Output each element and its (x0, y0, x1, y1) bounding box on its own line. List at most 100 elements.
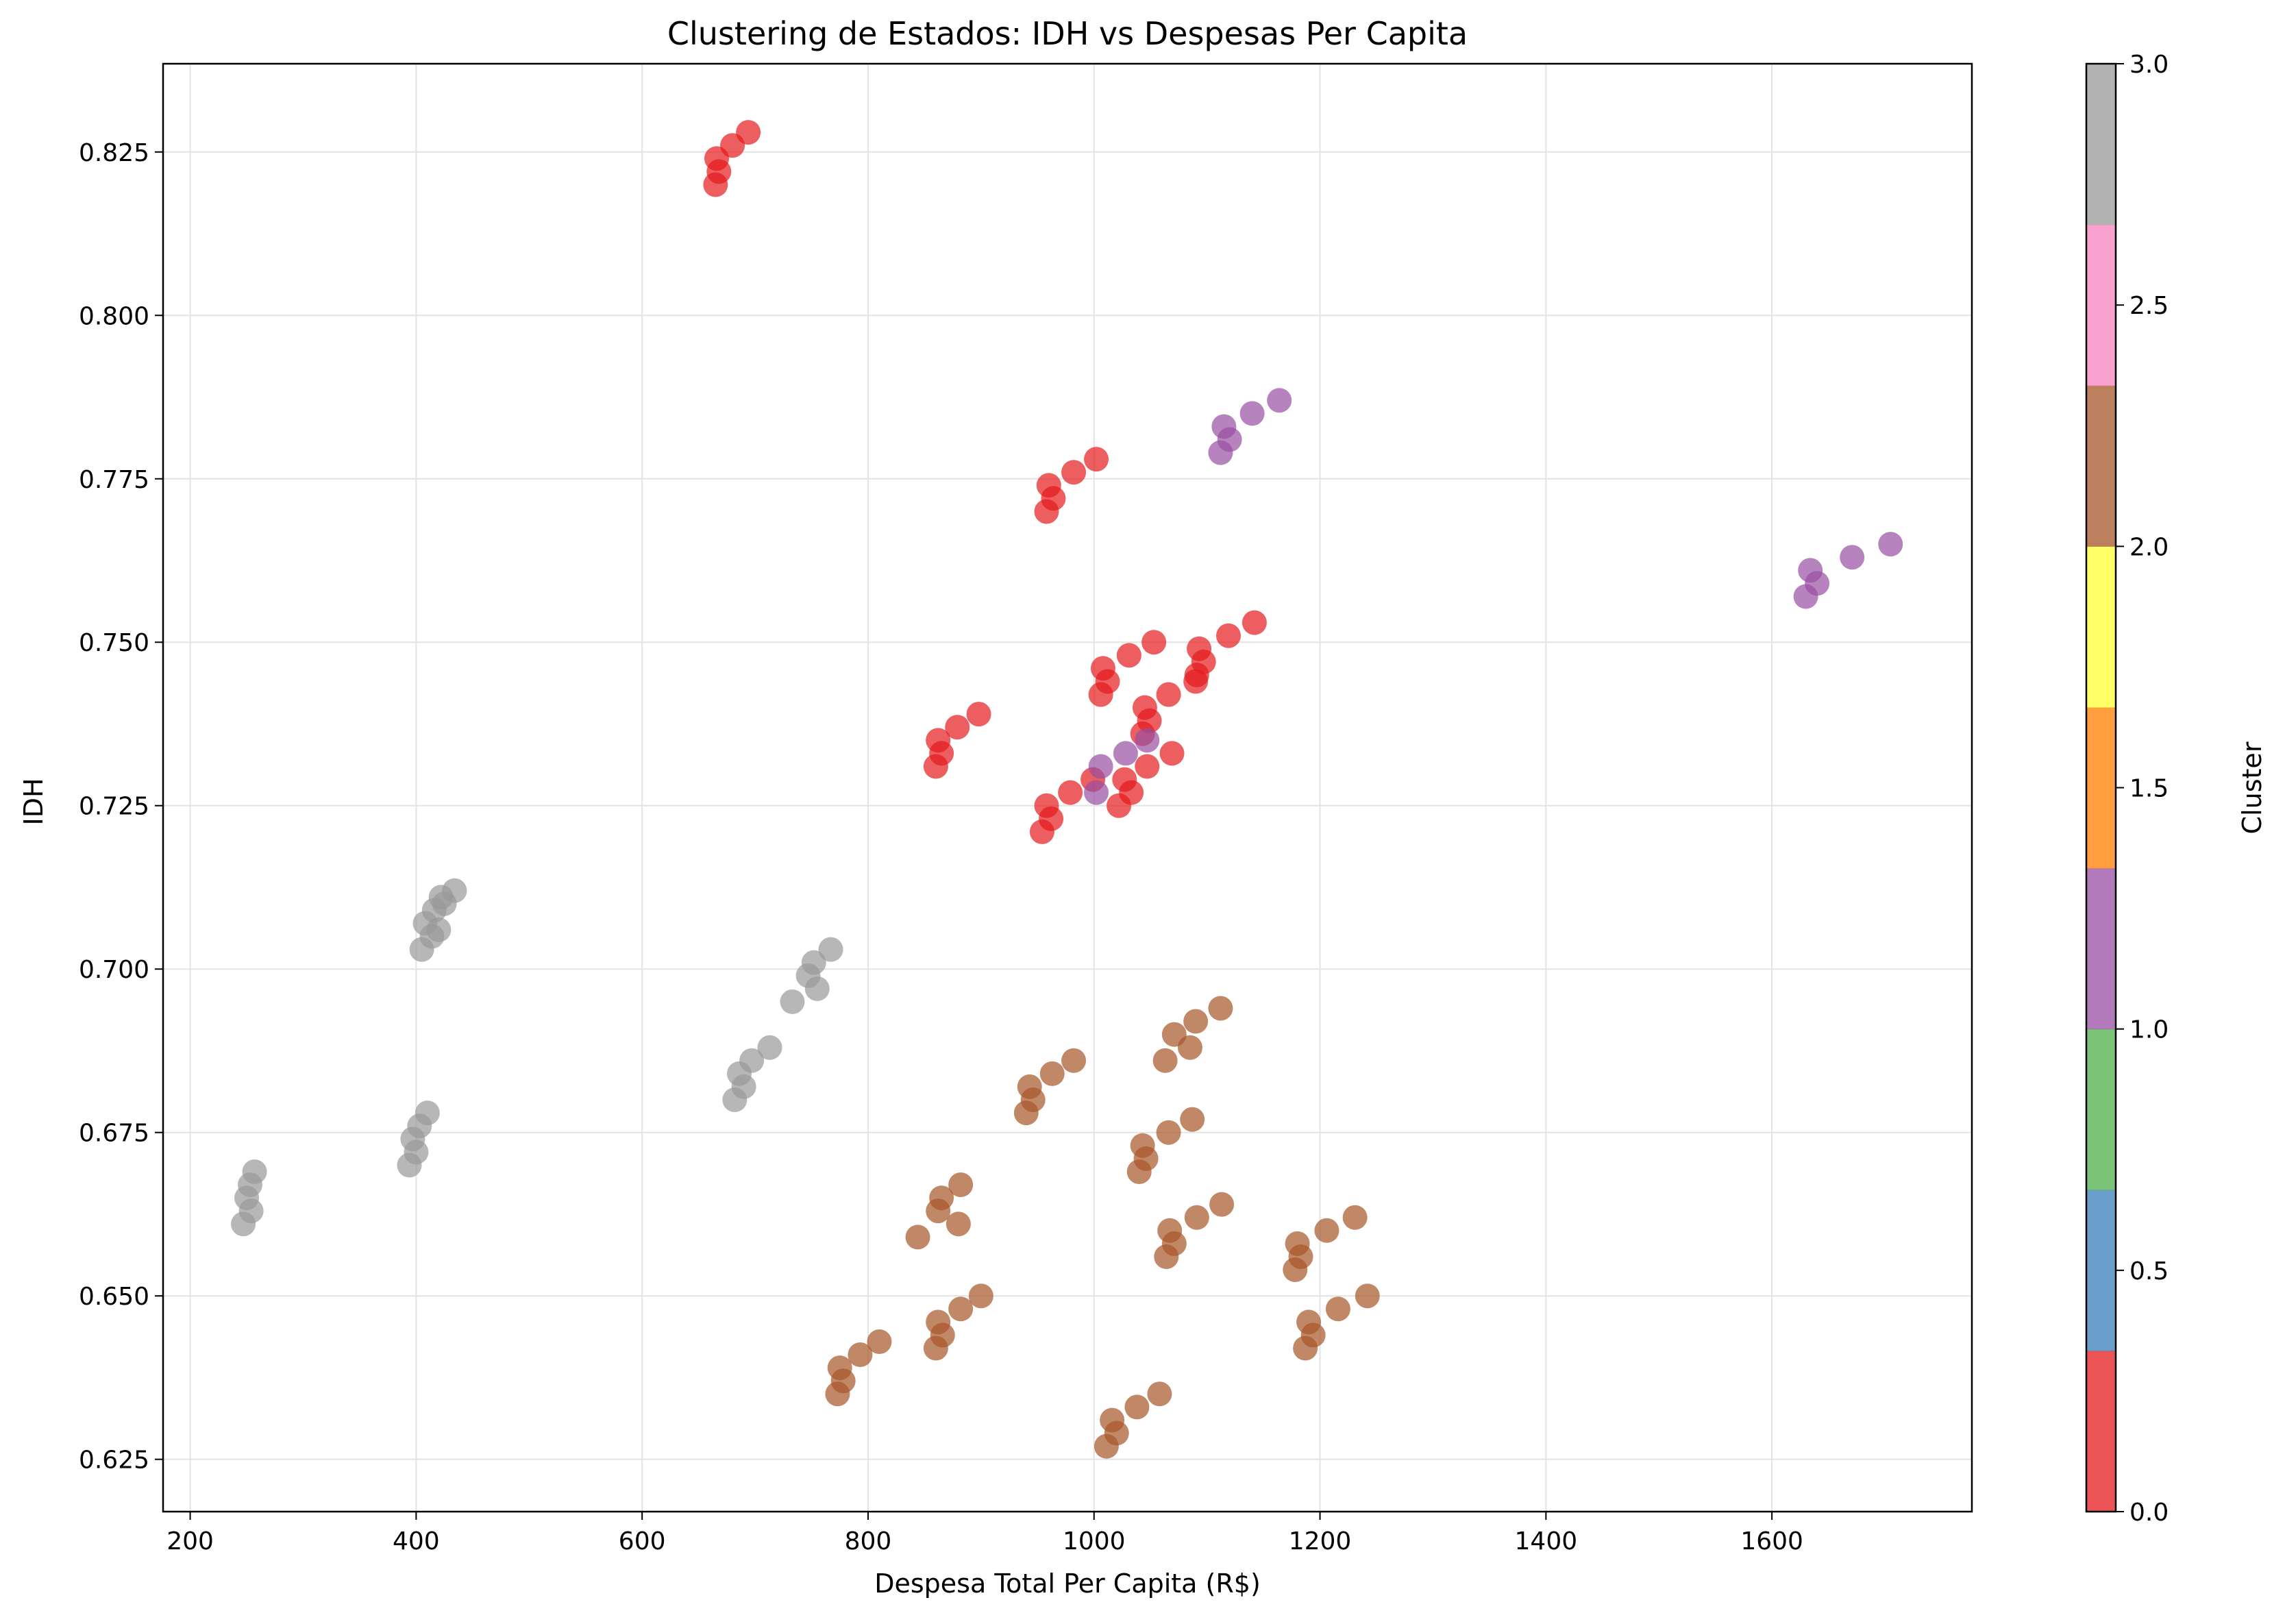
cluster-0-point (1156, 682, 1181, 707)
cluster-2-point (1177, 1035, 1202, 1060)
cluster-0-point (736, 120, 761, 145)
cluster-2-point (848, 1342, 873, 1368)
cluster-1-point (1135, 728, 1160, 753)
cluster-2-point (1133, 1146, 1159, 1171)
x-axis-label: Despesa Total Per Capita (R$) (874, 1568, 1261, 1599)
cluster-2-point (1184, 1205, 1209, 1230)
colorbar-segment (2086, 224, 2116, 386)
cluster-1-point (1840, 545, 1865, 570)
x-tick-label: 800 (845, 1527, 892, 1555)
cluster-0-point (1242, 610, 1267, 635)
cluster-2-point (1300, 1322, 1326, 1348)
cluster-0-point (1058, 780, 1083, 805)
y-tick-label: 0.625 (79, 1447, 149, 1475)
cluster-2-point (1061, 1048, 1087, 1073)
cluster-2-point (930, 1322, 955, 1348)
cluster-0-point (929, 741, 954, 766)
cluster-2-point (1314, 1218, 1339, 1243)
colorbar-segment (2086, 385, 2116, 547)
colorbar-tick-label: 0.5 (2129, 1257, 2169, 1285)
cluster-2-point (867, 1329, 892, 1354)
colorbar-segment (2086, 546, 2116, 708)
y-tick-label: 0.675 (79, 1120, 149, 1148)
plot-frame (162, 62, 1973, 1513)
cluster-2-point (1156, 1120, 1181, 1145)
y-tick-label: 0.725 (79, 793, 149, 821)
cluster-0-point (1041, 486, 1066, 511)
cluster-0-point (945, 715, 970, 740)
cluster-0-point (706, 159, 732, 184)
cluster-1-point (1088, 754, 1113, 779)
cluster-2-point (929, 1185, 954, 1211)
colorbar-tick-label: 0.0 (2129, 1499, 2169, 1527)
x-tick-label: 1600 (1740, 1527, 1803, 1555)
cluster-0-point (1215, 623, 1241, 648)
cluster-3-point (780, 989, 805, 1014)
y-tick-label: 0.775 (79, 466, 149, 494)
x-tick-label: 1000 (1063, 1527, 1126, 1555)
y-tick-label: 0.825 (79, 139, 149, 167)
cluster-0-point (1141, 630, 1167, 655)
cluster-2-point (905, 1225, 930, 1250)
cluster-1-point (1217, 427, 1242, 452)
cluster-1-point (1878, 532, 1903, 557)
cluster-1-point (1805, 571, 1830, 596)
cluster-2-point (1161, 1231, 1187, 1256)
cluster-2-point (1180, 1107, 1205, 1132)
colorbar-segment (2086, 868, 2116, 1030)
y-tick-label: 0.800 (79, 302, 149, 330)
cluster-3-point (426, 917, 452, 942)
cluster-2-point (1124, 1394, 1150, 1420)
x-axis-ticks: 200 400 600 800 1000 1200 1400 1600 (166, 1512, 1803, 1555)
cluster-0-point (1191, 649, 1216, 674)
cluster-1-point (1267, 388, 1292, 413)
x-tick-label: 1400 (1515, 1527, 1578, 1555)
cluster-0-point (1039, 806, 1064, 831)
colorbar-tick-label: 2.5 (2129, 292, 2169, 320)
cluster-0-point (1159, 741, 1185, 766)
y-tick-label: 0.650 (79, 1283, 149, 1311)
cluster-2-point (1208, 996, 1233, 1021)
cluster-2-point (1039, 1061, 1065, 1086)
data-points (231, 120, 1903, 1459)
cluster-0-point (1116, 643, 1141, 668)
cluster-2-point (948, 1296, 974, 1322)
cluster-2-point (1288, 1244, 1313, 1269)
cluster-3-point (238, 1198, 264, 1224)
cluster-0-point (1137, 708, 1162, 733)
y-tick-label: 0.750 (79, 629, 149, 657)
cluster-3-point (731, 1074, 756, 1099)
cluster-3-point (242, 1159, 267, 1184)
cluster-2-point (830, 1368, 856, 1394)
cluster-2-point (1020, 1087, 1046, 1113)
x-tick-label: 600 (619, 1527, 666, 1555)
cluster-3-point (801, 950, 826, 975)
x-tick-label: 1200 (1289, 1527, 1352, 1555)
y-axis-ticks: 0.625 0.650 0.675 0.700 0.725 0.750 0.775 0.800… (79, 139, 163, 1475)
cluster-3-point (804, 976, 830, 1001)
cluster-0-point (1135, 754, 1160, 779)
cluster-0-point (966, 702, 991, 727)
cluster-2-point (1183, 1009, 1209, 1034)
cluster-3-point (739, 1048, 765, 1073)
cluster-2-point (946, 1211, 971, 1237)
cluster-1-point (1113, 741, 1138, 766)
colorbar-tick-label: 3.0 (2129, 51, 2169, 79)
cluster-2-point (1104, 1420, 1129, 1446)
x-tick-label: 400 (393, 1527, 440, 1555)
cluster-2-point (1325, 1296, 1350, 1322)
x-tick-label: 200 (166, 1527, 214, 1555)
cluster-3-point (415, 1100, 440, 1126)
colorbar-segment (2086, 1190, 2116, 1351)
y-axis-label: IDH (18, 778, 49, 825)
cluster-3-point (442, 878, 467, 903)
colorbar-segment (2086, 1351, 2116, 1512)
cluster-1-point (1239, 401, 1265, 426)
cluster-2-point (1147, 1381, 1172, 1407)
cluster-3-point (404, 1140, 429, 1165)
cluster-3-point (757, 1035, 782, 1060)
cluster-0-point (1095, 669, 1120, 694)
colorbar-tick-label: 1.5 (2129, 775, 2169, 803)
